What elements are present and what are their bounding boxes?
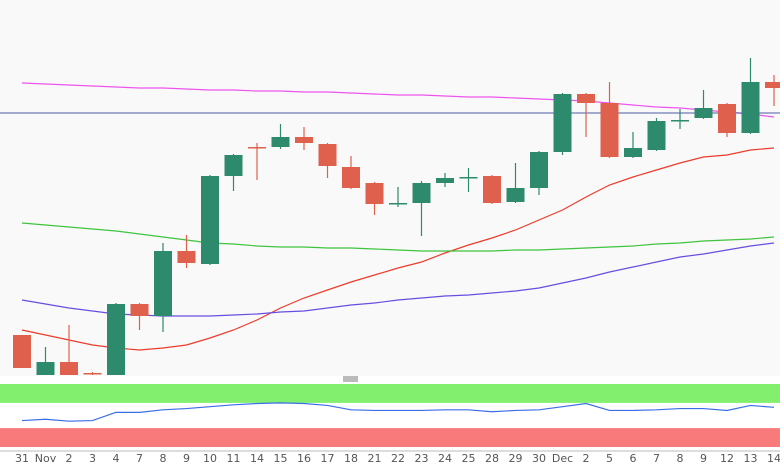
x-tick-label: 18 (344, 452, 358, 465)
candle-body (130, 304, 149, 316)
candle-body (694, 108, 713, 118)
moving-average-line (21, 222, 775, 252)
candle-body (83, 373, 102, 375)
candle-body (154, 251, 172, 316)
candle-body (577, 94, 595, 103)
x-tick-label: 2 (66, 452, 73, 465)
x-tick-label: 11 (227, 452, 241, 465)
candle-body (365, 183, 384, 204)
candle-body (483, 176, 501, 203)
x-tick-label: Dec (552, 452, 573, 465)
oscillator-line (21, 402, 775, 422)
candle-body (765, 82, 780, 88)
candle-body (530, 152, 548, 188)
candle-body (671, 120, 689, 122)
candle-body (412, 183, 431, 203)
x-tick-label: 2 (583, 452, 590, 465)
x-tick-label: 30 (532, 452, 546, 465)
candle-body (624, 148, 642, 157)
x-tick-label: 16 (297, 452, 311, 465)
x-tick-label: 29 (509, 452, 523, 465)
x-tick-label: 9 (183, 452, 190, 465)
candle-body (60, 362, 78, 375)
x-tick-label: 8 (160, 452, 167, 465)
pane-divider (343, 376, 358, 382)
candle-body (436, 178, 454, 183)
x-axis: 31 Nov 2 3 4 7 8 9 10 11 14 15 16 17 18 21 22 23 24 25 28 29 3… (15, 452, 780, 465)
x-tick-label: 15 (274, 452, 288, 465)
x-tick-label: 9 (700, 452, 707, 465)
candle-body (506, 188, 525, 202)
candle-body (741, 82, 760, 133)
candle-body (389, 203, 407, 205)
price-pane (0, 0, 780, 376)
candle-body (295, 137, 313, 143)
x-tick-label: 23 (415, 452, 429, 465)
candle-body (553, 94, 572, 152)
x-tick-label: 13 (744, 452, 758, 465)
x-tick-label: 6 (630, 452, 637, 465)
candle-body (718, 104, 736, 133)
x-tick-label: 3 (89, 452, 96, 465)
x-tick-label: 31 (15, 452, 29, 465)
oscillator-plot (0, 384, 780, 447)
candle-body (271, 137, 290, 147)
x-tick-label: 5 (606, 452, 613, 465)
x-tick-label: 12 (720, 452, 734, 465)
x-tick-label: 24 (438, 452, 452, 465)
candle-body (177, 251, 196, 263)
candle-body (224, 155, 243, 176)
candle-body (647, 121, 666, 150)
candle-body (107, 304, 125, 375)
candle-body (600, 103, 619, 157)
moving-average-line (21, 147, 775, 351)
candle-body (36, 362, 55, 375)
x-tick-label: 7 (653, 452, 660, 465)
candle-body (13, 335, 31, 368)
oscillator-zone (0, 384, 780, 403)
x-tick-label: 25 (462, 452, 476, 465)
x-tick-label: 22 (391, 452, 405, 465)
price-plot (0, 58, 780, 375)
candle-body (318, 144, 337, 166)
x-tick-label: 10 (203, 452, 217, 465)
candle-body (248, 147, 266, 149)
x-tick-label: 28 (485, 452, 499, 465)
candle-body (201, 176, 219, 264)
oscillator-zone (0, 428, 780, 447)
x-tick-label: 21 (368, 452, 382, 465)
x-tick-label: 8 (677, 452, 684, 465)
candle-body (342, 167, 360, 188)
x-tick-label: 14 (250, 452, 264, 465)
x-tick-label: 7 (136, 452, 143, 465)
candle-body (459, 177, 478, 179)
x-tick-label: 14 (767, 452, 780, 465)
x-tick-label: 4 (113, 452, 120, 465)
x-tick-label: Nov (35, 452, 57, 465)
moving-average-line (21, 82, 775, 118)
x-tick-label: 17 (321, 452, 335, 465)
